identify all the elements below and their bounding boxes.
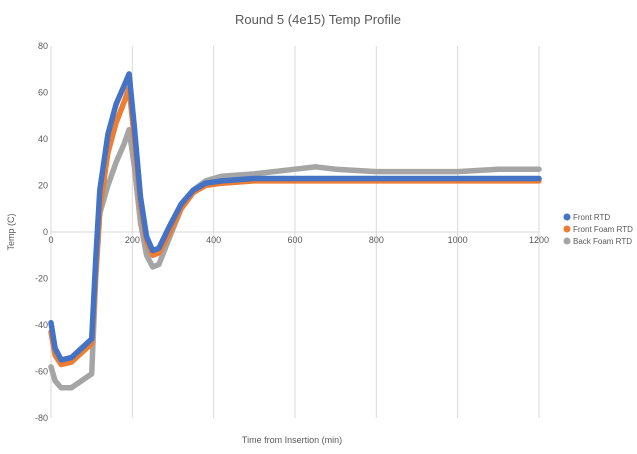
chart-title: Round 5 (4e15) Temp Profile xyxy=(235,12,401,27)
x-tick-label: 200 xyxy=(125,235,140,245)
x-tick-label: 0 xyxy=(48,235,53,245)
y-tick-label: -80 xyxy=(35,413,48,423)
axis-layer xyxy=(50,46,539,418)
legend-marker-front-foam-rtd xyxy=(563,225,571,233)
y-tick-label: 80 xyxy=(38,41,48,51)
x-tick-label: 1000 xyxy=(448,235,468,245)
series-layer xyxy=(48,71,542,391)
x-tick-label: 1200 xyxy=(529,235,549,245)
legend-label: Front Foam RTD xyxy=(573,225,633,234)
y-axis-label: Temp (C) xyxy=(6,213,16,250)
y-tick-label: -40 xyxy=(35,320,48,330)
x-tick-label: 800 xyxy=(369,235,384,245)
y-tick-label: 20 xyxy=(38,181,48,191)
y-tick-label: 60 xyxy=(38,88,48,98)
x-tick-label: 600 xyxy=(287,235,302,245)
y-tick-label: 40 xyxy=(38,134,48,144)
y-tick-label: -20 xyxy=(35,274,48,284)
legend: Front RTD Front Foam RTD Back Foam RTD xyxy=(563,213,633,246)
legend-marker-back-foam-rtd xyxy=(563,237,571,245)
series-line-front-rtd xyxy=(48,71,542,363)
y-tick-label: -60 xyxy=(35,367,48,377)
legend-label: Back Foam RTD xyxy=(573,237,632,246)
series-line-back-foam-rtd xyxy=(48,126,542,391)
y-tick-label: 0 xyxy=(43,227,48,237)
x-tick-label: 400 xyxy=(206,235,221,245)
legend-label: Front RTD xyxy=(573,213,610,222)
legend-marker-front-rtd xyxy=(563,213,571,221)
x-axis-label: Time from Insertion (min) xyxy=(242,435,342,445)
